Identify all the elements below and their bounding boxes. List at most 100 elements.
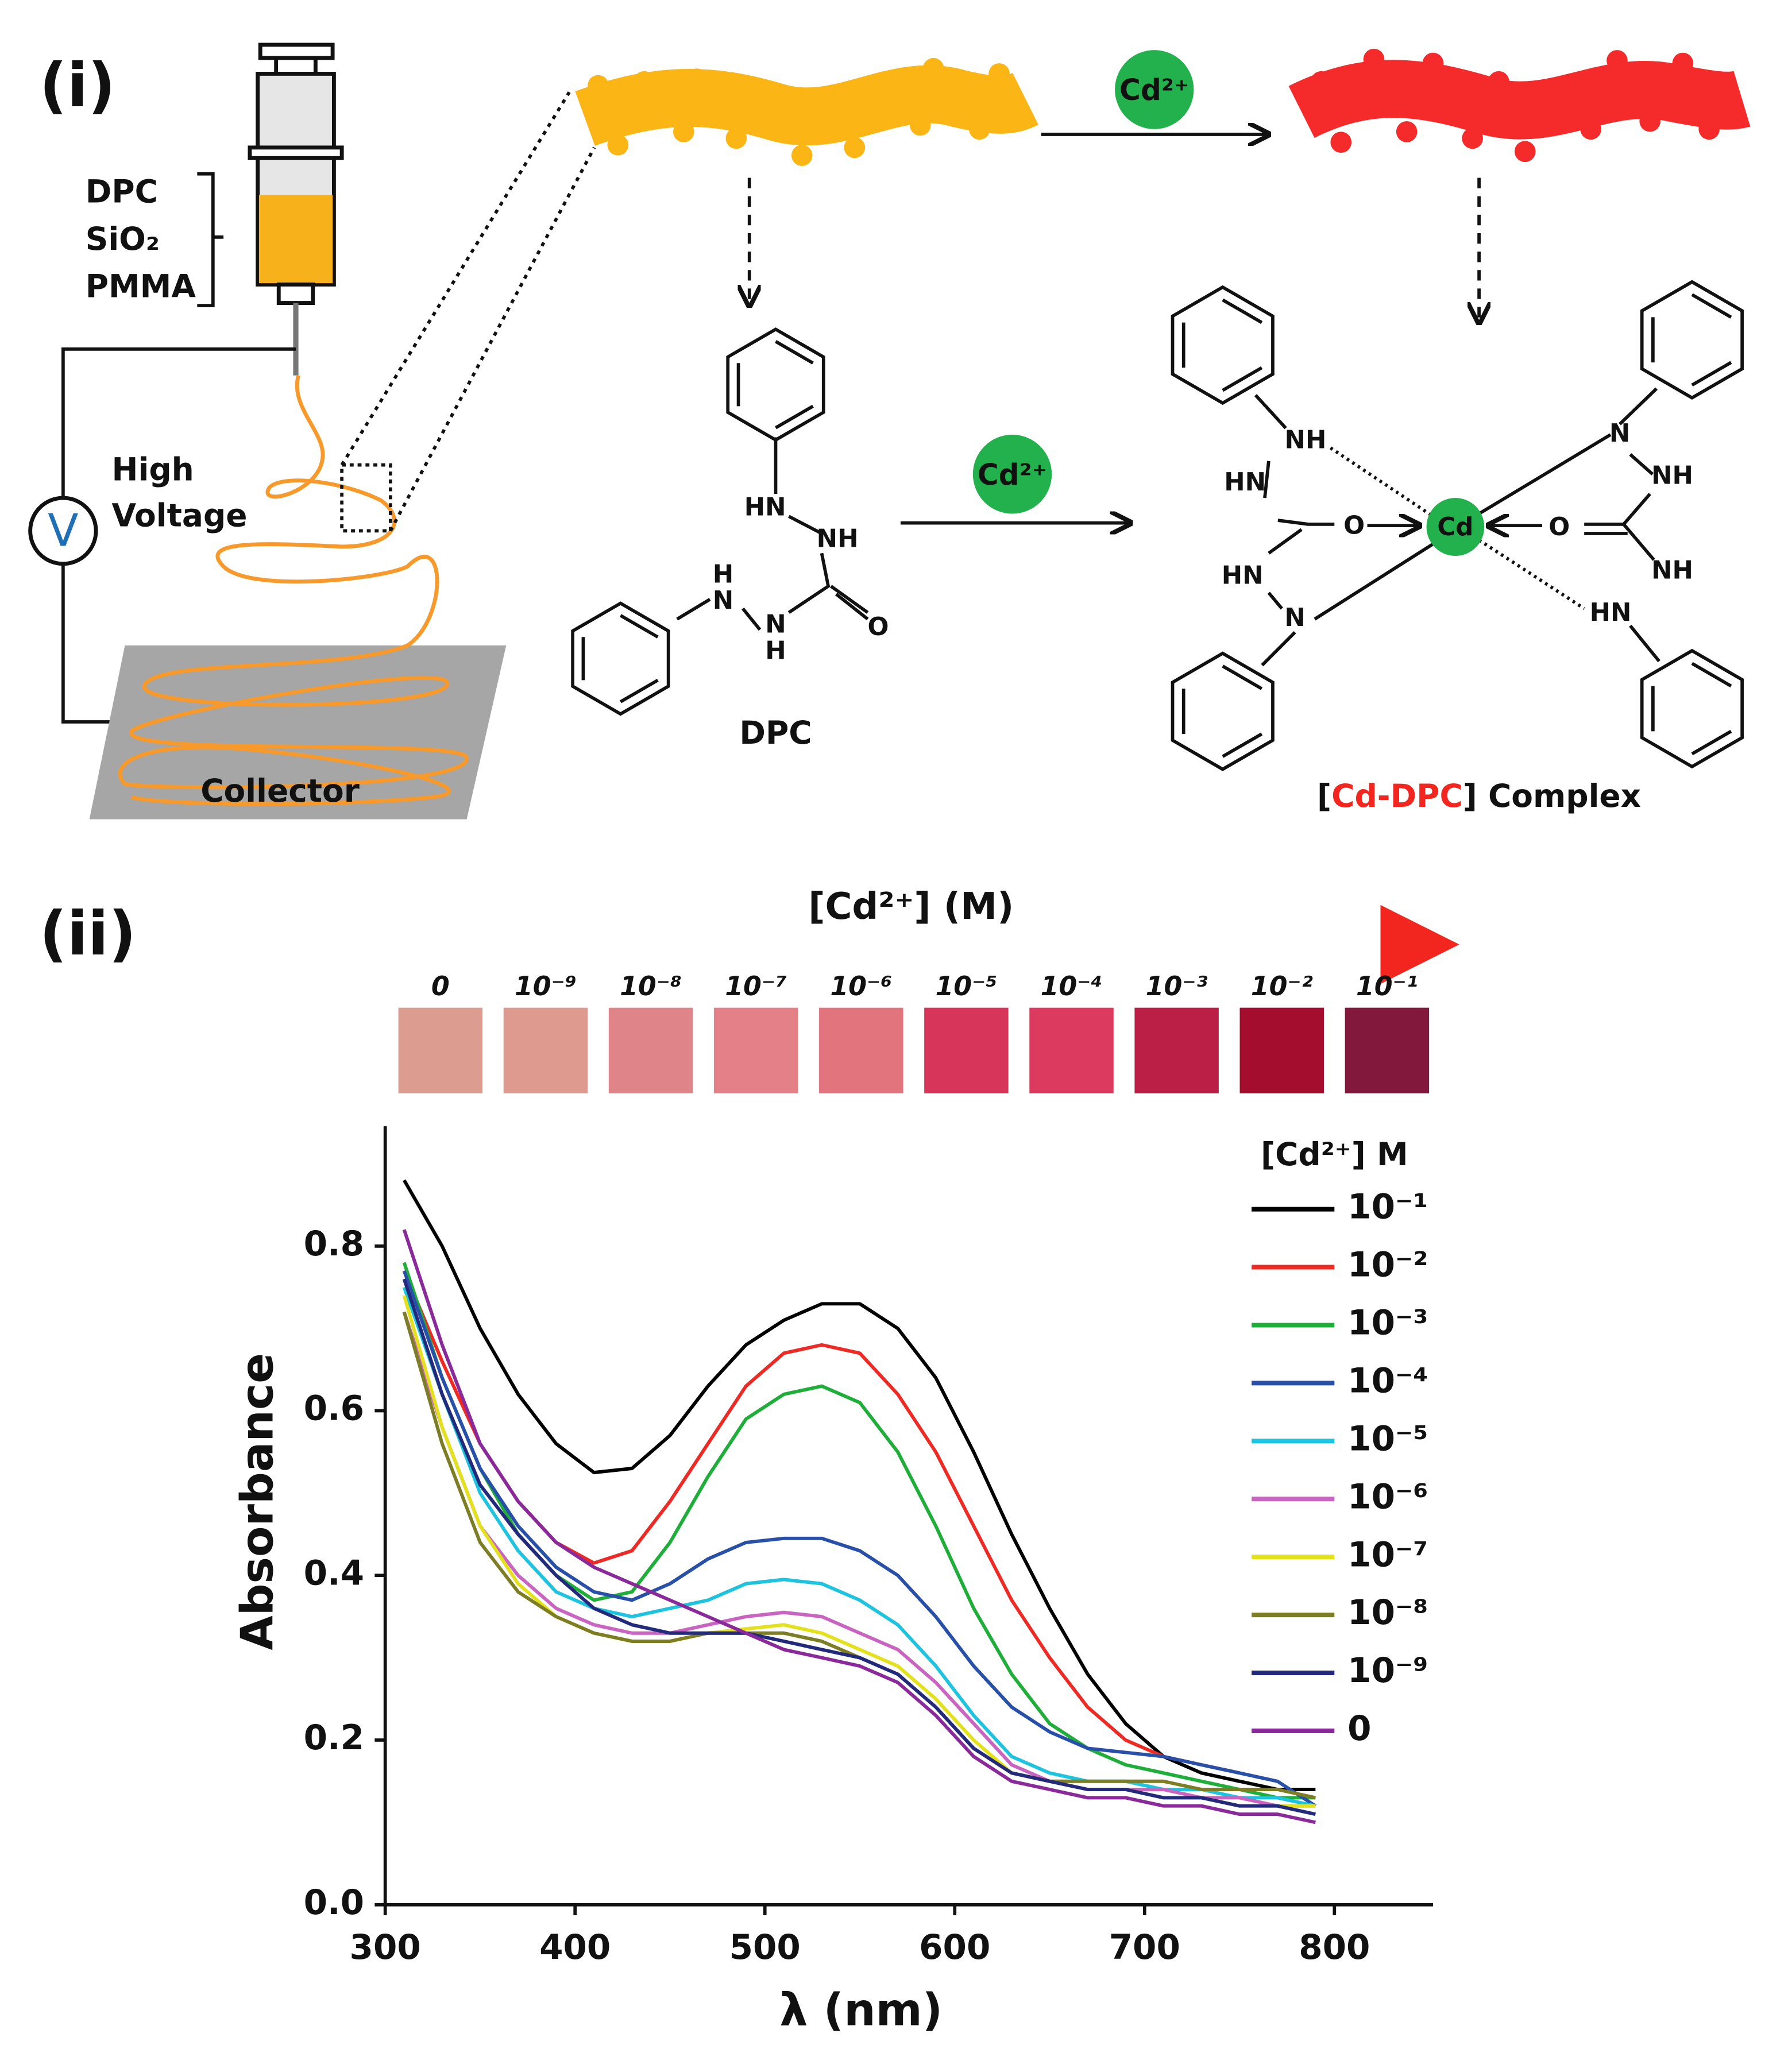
fiber-bead xyxy=(909,114,931,136)
dpc-structure: HN NH H N N H O xyxy=(676,437,889,665)
y-tick-label: 0.4 xyxy=(304,1553,364,1593)
fiber-bead xyxy=(1547,82,1569,103)
benzene-ring xyxy=(571,601,670,716)
data-line xyxy=(402,1262,1316,1800)
legend-label: 10⁻⁵ xyxy=(1347,1419,1428,1459)
ring-bond xyxy=(619,614,659,639)
ion xyxy=(972,434,1052,514)
atom-label: HN xyxy=(744,493,786,521)
legend-label: 10⁻⁹ xyxy=(1347,1651,1428,1691)
wire xyxy=(61,347,296,724)
fiber-bead xyxy=(607,134,629,156)
y-axis-label: Absorbance xyxy=(232,1353,284,1650)
scale-label: 10⁻³ xyxy=(1146,971,1208,1002)
scale-swatch xyxy=(608,1007,693,1093)
scale-label: 10⁻⁷ xyxy=(725,971,787,1002)
fiber-bead xyxy=(844,137,866,159)
atom-label: NH xyxy=(817,524,859,553)
fiber-bead xyxy=(922,57,944,79)
fiber-bead xyxy=(1396,121,1418,142)
x-tick-label: 700 xyxy=(1109,1928,1180,1967)
ring-bond xyxy=(1691,293,1732,319)
x-tick-label: 800 xyxy=(1299,1928,1370,1967)
atom-label: N xyxy=(765,610,786,639)
legend-label: 10⁻² xyxy=(1347,1246,1428,1285)
bracket xyxy=(197,172,224,308)
ring-bond xyxy=(775,404,814,430)
atom-label: N xyxy=(1609,419,1630,448)
atom-label: O xyxy=(1343,511,1365,540)
fiber-bead xyxy=(988,63,1010,84)
fiber-bead xyxy=(1462,127,1483,149)
fiber-bead xyxy=(968,118,990,140)
atom-label: H xyxy=(765,636,786,665)
scale-swatch xyxy=(1345,1007,1430,1093)
atom-label: O xyxy=(868,613,889,641)
y-tick-label: 0.2 xyxy=(304,1718,364,1758)
benzene-ring xyxy=(1640,648,1744,769)
fiber-bead xyxy=(725,127,747,149)
complex-name-part: Cd-DPC xyxy=(1331,778,1463,814)
fiber-bead xyxy=(1639,110,1660,132)
x-tick-label: 500 xyxy=(729,1928,801,1967)
fiber-bead xyxy=(745,84,767,106)
scale-swatch xyxy=(819,1007,903,1093)
fiber-bead xyxy=(588,75,609,96)
atom-label: N xyxy=(1284,604,1305,632)
ring-bond xyxy=(1691,361,1732,386)
benzene-ring xyxy=(726,327,825,442)
complex-structure xyxy=(1254,387,1660,667)
legend-label: 10⁻⁴ xyxy=(1347,1361,1428,1401)
atom-label: NH xyxy=(1651,461,1693,490)
complex-name: [Cd-DPC] Complex xyxy=(1317,778,1641,814)
data-line xyxy=(402,1278,1316,1816)
atom-label: HN xyxy=(1590,598,1632,627)
data-line xyxy=(402,1311,1316,1808)
fiber-bead xyxy=(863,88,885,110)
atom-label: NH xyxy=(1651,556,1693,585)
collector-label: Collector xyxy=(200,772,360,809)
legend-label: 0 xyxy=(1347,1709,1371,1749)
atom-label: O xyxy=(1548,513,1570,542)
x-tick-label: 300 xyxy=(350,1928,421,1967)
component-label: PMMA xyxy=(86,268,196,304)
ring-bond xyxy=(1691,729,1732,756)
fiber-bead xyxy=(1330,132,1352,153)
fiber-bead xyxy=(1607,50,1628,71)
fiber-bead xyxy=(1514,141,1536,163)
fiber-bead xyxy=(1422,52,1444,74)
fiber-bead xyxy=(634,71,655,92)
complex-name-part: [ xyxy=(1317,778,1331,814)
panel-label: (i) xyxy=(40,50,115,121)
scale-swatch xyxy=(398,1007,483,1093)
data-line xyxy=(402,1229,1316,1824)
zoom-lines xyxy=(340,91,596,532)
benzene-ring xyxy=(1640,280,1744,400)
y-tick-label: 0.6 xyxy=(304,1389,364,1429)
benzene-ring xyxy=(1171,285,1275,405)
data-line xyxy=(402,1286,1316,1808)
scale-swatch xyxy=(1134,1007,1219,1093)
fiber-bead xyxy=(1698,118,1720,140)
data-line xyxy=(402,1311,1316,1800)
syringe xyxy=(248,42,344,376)
component-label: DPC xyxy=(86,173,158,210)
legend-label: 10⁻¹ xyxy=(1347,1188,1428,1227)
atom-label: HN xyxy=(1222,562,1264,590)
voltmeter-label: V xyxy=(48,505,78,556)
y-tick-label: 0.0 xyxy=(304,1883,364,1923)
collector xyxy=(89,645,507,819)
voltmeter xyxy=(28,496,98,566)
ring-bond xyxy=(1222,732,1263,758)
complex-name-part: ] Complex xyxy=(1463,778,1641,814)
voltage-label: High xyxy=(112,451,194,488)
ion-label: Cd²⁺ xyxy=(978,458,1048,492)
scale-swatch xyxy=(1239,1007,1324,1093)
fiber-bead xyxy=(1488,71,1509,92)
fiber-yellow xyxy=(575,65,1038,146)
legend-label: 10⁻⁷ xyxy=(1347,1535,1428,1575)
ring-bond xyxy=(775,340,814,365)
fiber-bead xyxy=(791,145,813,167)
scale-label: 0 xyxy=(431,971,450,1002)
